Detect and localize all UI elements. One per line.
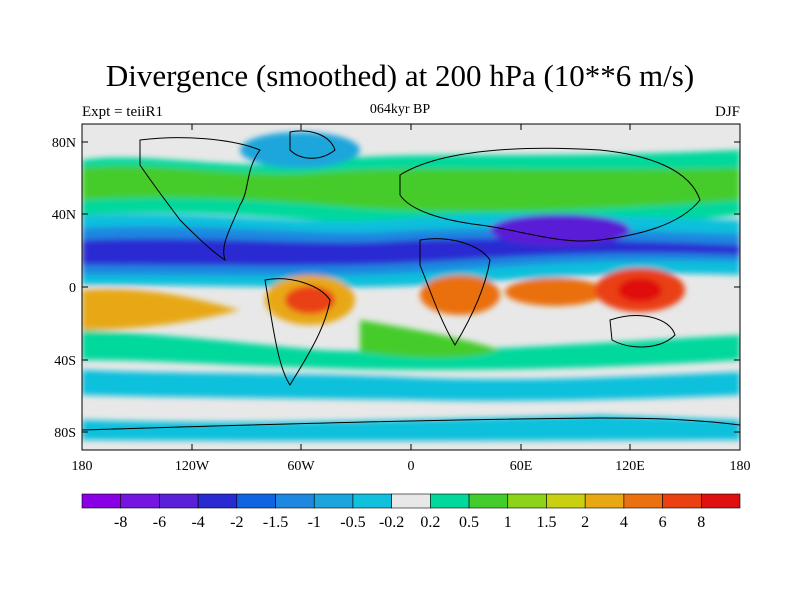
colorbar-label: 0.5 xyxy=(459,514,479,531)
colorbar-label: -2 xyxy=(230,514,243,531)
colorbar-label: 6 xyxy=(659,514,667,531)
colorbar-swatch xyxy=(197,493,238,509)
colorbar-swatch xyxy=(352,493,392,509)
lat-tick-label: 0 xyxy=(69,281,76,296)
lon-tick-label: 120W xyxy=(175,459,210,474)
colorbar-label: 4 xyxy=(620,514,628,531)
colorbar-swatch xyxy=(507,493,547,509)
colorbar-swatch xyxy=(81,493,122,509)
colorbar-swatch xyxy=(430,493,470,509)
lat-tick-label: 80S xyxy=(54,426,76,441)
colorbar-swatch xyxy=(120,493,160,509)
season-label: DJF xyxy=(714,104,740,120)
colorbar-label: 8 xyxy=(697,514,705,531)
colorbar-label: -0.2 xyxy=(379,514,404,531)
colorbar-label: -0.5 xyxy=(340,514,365,531)
divergence-field xyxy=(82,124,740,450)
lon-tick-label: 120E xyxy=(615,459,645,474)
experiment-label: Expt = teiiR1 xyxy=(82,104,163,120)
page-title: Divergence (smoothed) at 200 hPa (10**6 … xyxy=(105,58,695,93)
longitude-axis: 180 120W 60W 0 60E 120E 180 xyxy=(72,124,751,474)
colorbar-swatch xyxy=(313,493,354,509)
colorbar-swatch xyxy=(275,493,315,509)
colorbar-label: 0.2 xyxy=(420,514,440,531)
colorbar-swatch xyxy=(623,493,663,509)
lon-tick-label: 180 xyxy=(730,459,751,474)
lat-tick-label: 40N xyxy=(52,208,76,223)
colorbar-label: 1.5 xyxy=(536,514,556,531)
colorbar-swatch xyxy=(236,493,276,509)
colorbar-label: 2 xyxy=(581,514,589,531)
lat-tick-label: 80N xyxy=(52,136,76,151)
time-label: 064kyr BP xyxy=(369,102,431,117)
lon-tick-label: 60W xyxy=(287,459,315,474)
latitude-axis: 80N 40N 0 40S 80S xyxy=(52,136,740,441)
coastlines xyxy=(82,130,740,431)
colorbar-swatch xyxy=(391,493,431,509)
colorbar-label: -6 xyxy=(153,514,166,531)
lon-tick-label: 180 xyxy=(72,459,93,474)
colorbar-swatch xyxy=(584,493,625,509)
colorbar-swatch xyxy=(662,493,702,509)
colorbar: -8 -6 -4 -2 -1.5 -1 -0.5 -0.2 0.2 0.5 1 1.5 2 4 6 8 xyxy=(81,493,741,531)
lat-tick-label: 40S xyxy=(54,354,76,369)
lon-tick-label: 0 xyxy=(408,459,415,474)
colorbar-swatch xyxy=(159,493,199,509)
colorbar-label: -4 xyxy=(191,514,204,531)
colorbar-label: -1.5 xyxy=(263,514,288,531)
colorbar-label: -8 xyxy=(114,514,127,531)
colorbar-swatch xyxy=(700,493,741,509)
lon-tick-label: 60E xyxy=(510,459,533,474)
colorbar-label: 1 xyxy=(504,514,512,531)
colorbar-label: -1 xyxy=(308,514,321,531)
colorbar-swatch xyxy=(546,493,586,509)
colorbar-swatch xyxy=(468,493,509,509)
